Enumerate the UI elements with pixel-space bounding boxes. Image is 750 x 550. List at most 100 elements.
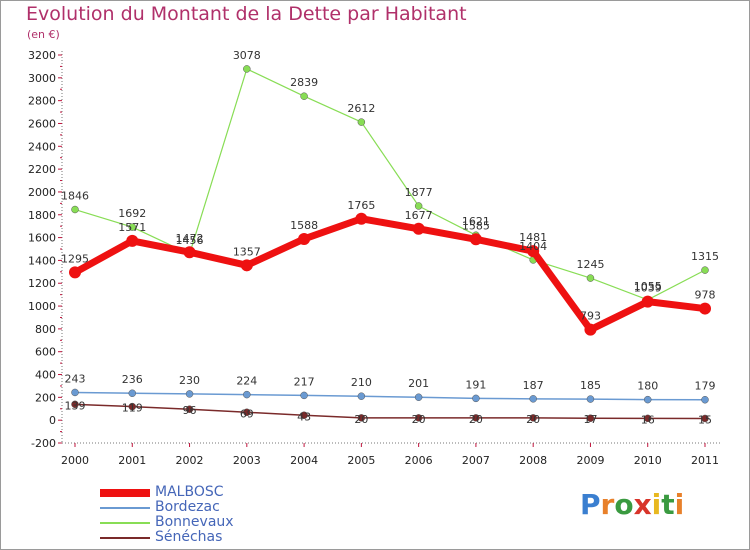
x-tick-label: 2001 [118, 454, 146, 467]
data-label-malbosc: 1588 [290, 219, 318, 232]
data-point-malbosc [527, 245, 540, 258]
data-point-sénéchas [71, 400, 79, 409]
data-label-bonnevaux: 2839 [290, 76, 318, 89]
data-point-malbosc [469, 233, 482, 246]
y-tick-label: 2600 [28, 117, 56, 130]
data-label-bonnevaux: 3078 [233, 49, 261, 62]
data-point-bordezac [300, 391, 308, 400]
data-label-bordezac: 179 [695, 380, 716, 393]
data-label-malbosc: 1357 [233, 245, 261, 258]
data-point-bonnevaux [300, 92, 308, 100]
data-labels-layer: 1295 1571 1472 1357 1588 1765 1677 1585 1481 793 1… [61, 49, 719, 427]
logo-letter: t [661, 488, 675, 521]
data-label-bordezac: 236 [122, 373, 143, 386]
legend-item-bonnevaux: Bonnevaux [100, 514, 300, 530]
data-point-bonnevaux [243, 65, 251, 73]
data-label-sénéchas: 16 [641, 413, 655, 426]
data-point-bonnevaux [128, 223, 137, 231]
legend-label: Bordezac [155, 499, 220, 515]
data-label-malbosc: 1472 [176, 232, 204, 245]
data-point-bordezac [243, 390, 251, 399]
y-tick-label: -200 [31, 437, 56, 450]
data-label-bonnevaux: 2612 [347, 102, 375, 115]
series-line-malbosc [73, 215, 706, 334]
data-point-sénéchas [472, 414, 480, 422]
y-tick-label: 3200 [28, 49, 56, 62]
data-point-malbosc [126, 234, 139, 247]
legend-swatch [100, 489, 150, 497]
data-label-malbosc: 793 [580, 310, 601, 323]
data-point-bordezac [472, 394, 480, 403]
logo-letter: r [600, 488, 615, 521]
data-point-bordezac [643, 395, 652, 404]
y-tick-label: 3000 [28, 72, 56, 85]
data-point-malbosc [69, 266, 81, 279]
legend: MALBOSC Bordezac Bonnevaux Sénéchas [100, 484, 300, 545]
data-point-sénéchas [643, 414, 652, 423]
legend-swatch [100, 507, 150, 509]
y-tick-label: 800 [35, 323, 56, 336]
axes: -200 0 200 400 600 800 1000 1200 1400 1600 1800 200… [28, 49, 720, 467]
data-label-malbosc: 1765 [347, 199, 375, 212]
y-tick-label: 2200 [28, 163, 56, 176]
data-point-bordezac [128, 389, 137, 397]
legend-label: MALBOSC [155, 484, 224, 500]
data-label-sénéchas: 43 [297, 410, 311, 423]
data-label-bordezac: 201 [408, 377, 429, 390]
legend-swatch [100, 537, 150, 539]
x-tick-label: 2000 [61, 454, 89, 467]
data-point-bonnevaux [701, 266, 709, 274]
legend-label: Sénéchas [155, 529, 223, 545]
y-tick-label: 200 [35, 391, 56, 404]
data-point-bordezac [701, 395, 709, 404]
series-line-bordezac [74, 391, 706, 401]
x-tick-label: 2007 [462, 454, 490, 467]
data-label-sénéchas: 139 [65, 399, 86, 412]
legend-item-malbosc: MALBOSC [100, 484, 300, 500]
y-tick-label: 0 [49, 414, 56, 427]
x-tick-label: 2006 [405, 454, 433, 467]
x-tick-label: 2008 [519, 454, 547, 467]
data-point-bordezac [71, 388, 79, 397]
x-tick-label: 2002 [176, 454, 204, 467]
data-point-sénéchas [185, 405, 194, 413]
data-label-bordezac: 243 [65, 372, 86, 385]
data-point-bonnevaux [586, 274, 595, 282]
data-label-bonnevaux: 1846 [61, 190, 89, 203]
data-label-sénéchas: 20 [412, 413, 426, 426]
data-label-sénéchas: 69 [240, 407, 254, 420]
data-point-sénéchas [300, 411, 308, 420]
data-point-bordezac [586, 395, 595, 403]
logo-letter: i [651, 488, 662, 521]
data-label-sénéchas: 119 [122, 402, 143, 415]
series-layer [69, 65, 711, 423]
data-label-bonnevaux: 1055 [634, 280, 662, 293]
data-label-sénéchas: 17 [583, 413, 597, 426]
chart-title: Evolution du Montant de la Dette par Hab… [26, 3, 467, 25]
data-point-bordezac [529, 395, 537, 403]
y-tick-label: 400 [35, 369, 56, 382]
x-tick-label: 2011 [691, 454, 719, 467]
data-label-bonnevaux: 1456 [176, 234, 204, 247]
logo-letter: P [580, 488, 601, 521]
series-line-bonnevaux [74, 68, 706, 301]
y-tick-label: 2000 [28, 186, 56, 199]
data-label-bonnevaux: 1877 [405, 186, 433, 199]
x-tick-label: 2005 [347, 454, 375, 467]
x-tick-label: 2003 [233, 454, 261, 467]
data-label-bordezac: 185 [580, 379, 601, 392]
data-point-sénéchas [357, 414, 366, 422]
data-point-sénéchas [529, 414, 537, 422]
data-label-bonnevaux: 1245 [576, 258, 604, 271]
y-tick-label: 1000 [28, 300, 56, 313]
data-point-malbosc [298, 232, 311, 245]
data-point-malbosc [355, 212, 368, 225]
data-label-malbosc: 1585 [462, 219, 490, 232]
data-point-bordezac [414, 393, 423, 401]
data-label-malbosc: 1571 [118, 221, 146, 234]
data-point-bordezac [357, 392, 366, 400]
data-label-bonnevaux: 1315 [691, 250, 719, 263]
data-label-sénéchas: 20 [469, 413, 483, 426]
data-label-bordezac: 191 [465, 378, 486, 391]
